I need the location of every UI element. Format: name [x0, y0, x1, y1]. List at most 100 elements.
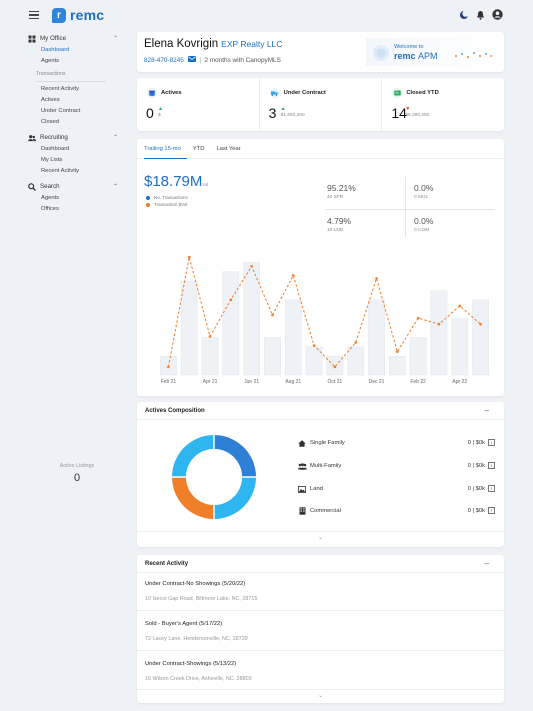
property-type-land[interactable]: Land 0 | $0k ›	[297, 484, 495, 494]
chevron-up-icon: ⌃	[112, 184, 118, 190]
agent-tenure: 2 months with CanopyMLS	[204, 56, 281, 64]
sidebar-section-search[interactable]: Search ⌃	[24, 180, 124, 193]
stat-closed-ytd[interactable]: SL Closed YTD 14 ▼ $5,280,292	[382, 78, 504, 131]
total-volume-suffix: Vol	[202, 182, 209, 187]
card-title: Recent Activity	[145, 561, 189, 567]
property-type-single-family[interactable]: Single Family 0 | $0k ›	[297, 438, 495, 448]
donut-center-label: Active Listings	[59, 463, 95, 469]
donut-center-value: 0	[73, 472, 81, 484]
period-tabs: Trailing 15-mo YTD Last Year	[137, 139, 504, 159]
sidebar-item-agents[interactable]: Agents	[41, 58, 60, 64]
sidebar-item-dashboard[interactable]: Dashboard	[41, 47, 70, 53]
volume-point	[271, 313, 274, 317]
volume-point	[375, 277, 378, 280]
volume-point	[354, 341, 358, 344]
sidebar-item-closed[interactable]: Closed	[41, 119, 60, 125]
activity-title: Under Contract-No Showings (5/20/22)	[145, 581, 246, 587]
divider	[36, 81, 106, 82]
sidebar-section-label: Search	[40, 183, 60, 190]
stat-under-contract[interactable]: Under Contract 3 ▲ $1,693,300	[260, 78, 383, 131]
sidebar-item-actives[interactable]: Actives	[41, 97, 60, 103]
transactions-bar	[201, 337, 219, 376]
legend-item-transactions: No. Transactions	[146, 194, 188, 201]
trend-up-icon: ▲	[280, 106, 286, 112]
activity-title: Under Contract-Showings (5/13/22)	[145, 661, 237, 667]
sidebar-item-recent-activity[interactable]: Recent Activity	[41, 86, 80, 92]
chevron-right-icon[interactable]: ›	[488, 439, 495, 446]
separator: |	[199, 56, 202, 64]
donut-segment-orange	[172, 477, 214, 519]
activity-address: 72 Lacey Lane, Hendersonville, NC, 28739	[145, 636, 248, 642]
property-type-value: 0 | $0k	[467, 508, 485, 514]
sidebar-item-search-agents[interactable]: Agents	[41, 195, 60, 201]
divider	[137, 689, 504, 690]
bell-icon[interactable]	[475, 9, 486, 20]
kpi-lnd-pct: 4.79%	[327, 216, 352, 226]
expand-chevron-icon[interactable]: ⌄	[317, 693, 324, 699]
sidebar-item-search-offices[interactable]: Offices	[41, 206, 59, 212]
actives-composition-card: Actives Composition – Single Family 0 | …	[137, 402, 504, 547]
sidebar-item-my-lists[interactable]: My Lists	[41, 157, 63, 163]
account-icon[interactable]	[492, 9, 503, 20]
activity-item[interactable]: Under Contract-No Showings (5/20/22) 10 …	[145, 581, 257, 602]
agent-phone[interactable]: 828-470-8245	[144, 56, 184, 64]
sidebar-section-label: Recruiting	[40, 134, 68, 141]
sidebar-item-under-contract[interactable]: Under Contract	[41, 108, 81, 114]
sidebar-item-recruiting-dashboard[interactable]: Dashboard	[41, 146, 70, 152]
kpi-mul-pct: 0.0%	[414, 183, 434, 193]
stat-sub: $1,693,300	[280, 113, 305, 118]
activity-item[interactable]: Sold - Buyer's Agent (5/17/22) 72 Lacey …	[145, 621, 248, 642]
welcome-text: Welcome to	[394, 44, 424, 50]
divider	[137, 531, 504, 532]
chevron-right-icon[interactable]: ›	[488, 485, 495, 492]
mail-icon[interactable]	[187, 56, 196, 64]
actives-donut-chart	[172, 435, 256, 519]
chevron-right-icon[interactable]: ›	[488, 507, 495, 514]
kpi-lnd-label: 10 LND	[327, 228, 344, 233]
agent-name-row: Elena Kovrigin EXP Realty LLC	[144, 38, 282, 50]
dark-mode-icon[interactable]	[458, 9, 469, 20]
tab-ytd[interactable]: YTD	[192, 146, 205, 152]
activity-address: 16 Wilson Creek Drive, Asheville, NC, 28…	[145, 676, 252, 682]
sidebar-section-my-office[interactable]: My Office ⌃	[24, 32, 124, 45]
svg-text:SL: SL	[395, 91, 399, 95]
volume-point	[479, 322, 482, 326]
expand-chevron-icon[interactable]: ⌄	[317, 535, 324, 541]
collapse-icon[interactable]: –	[484, 559, 489, 568]
agent-company[interactable]: EXP Realty LLC	[221, 39, 283, 49]
x-tick-label: Dec 21	[369, 379, 385, 385]
stat-value: 3	[268, 105, 277, 121]
chevron-right-icon[interactable]: ›	[488, 462, 495, 469]
sidebar-item-recruiting-recent-activity[interactable]: Recent Activity	[41, 168, 80, 174]
tab-last-year[interactable]: Last Year	[216, 146, 241, 152]
stat-label: Actives	[161, 90, 182, 96]
donut-segment-light-blue-2	[172, 435, 214, 477]
card-header: Actives Composition –	[137, 402, 504, 420]
logo[interactable]: r remc	[52, 7, 104, 23]
sidebar-section-recruiting[interactable]: Recruiting ⌃	[24, 131, 124, 144]
property-type-commercial[interactable]: Commercial 0 | $0k ›	[297, 506, 495, 516]
volume-point	[416, 316, 420, 320]
kpi-sfr-label: 40 SFR	[327, 195, 344, 200]
kpi-com-pct: 0.0%	[414, 216, 434, 226]
building-icon	[297, 507, 307, 515]
legend-label: Transaction $Vol	[154, 202, 188, 207]
property-type-multi-family[interactable]: Multi-Family 0 | $0k ›	[297, 461, 495, 471]
top-bar: r remc	[0, 0, 533, 30]
volume-point	[437, 322, 441, 326]
card-title: Actives Composition	[145, 408, 205, 414]
sidebar-section-label: My Office	[40, 35, 67, 42]
stat-label: Closed YTD	[406, 90, 439, 96]
x-tick-label: Jun 21	[244, 379, 259, 385]
sold-icon: SL	[392, 88, 403, 98]
transactions-bar	[284, 299, 302, 376]
stat-actives[interactable]: Actives 0 ▲ $	[137, 78, 260, 131]
menu-icon[interactable]	[29, 11, 39, 19]
agent-contact-row: 828-470-8245 | 2 months with CanopyMLS	[144, 56, 281, 64]
card-header: Recent Activity –	[137, 555, 504, 573]
collapse-icon[interactable]: –	[484, 406, 489, 415]
stat-value: 0	[146, 105, 154, 121]
activity-item[interactable]: Under Contract-Showings (5/13/22) 16 Wil…	[145, 661, 252, 682]
tab-trailing-15-mo[interactable]: Trailing 15-mo	[144, 139, 187, 159]
sidebar-group-transactions: Transactions	[36, 71, 66, 77]
